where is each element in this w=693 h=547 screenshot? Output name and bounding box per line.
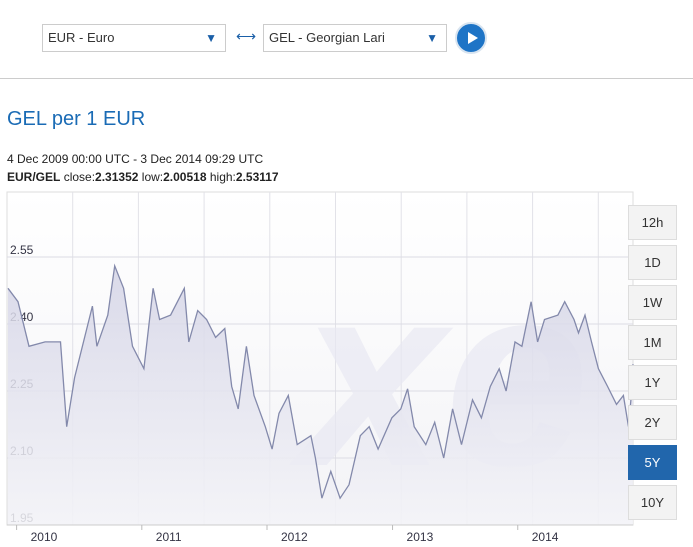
high-value: 2.53117: [235, 170, 279, 184]
page-title: GEL per 1 EUR: [7, 108, 146, 130]
x-tick-label: 2012: [281, 530, 308, 544]
to-currency-select[interactable]: GEL - Georgian Lari ▼: [263, 24, 447, 52]
to-currency-value: GEL - Georgian Lari: [269, 30, 385, 45]
pair-label: EUR/GEL: [7, 170, 61, 184]
low-label: low:: [141, 170, 164, 184]
date-range: 4 Dec 2009 00:00 UTC - 3 Dec 2014 09:29 …: [7, 152, 264, 166]
x-tick-label: 2010: [31, 530, 58, 544]
chevron-down-icon: ▼: [426, 31, 438, 45]
period-button-12h[interactable]: 12h: [628, 205, 677, 240]
from-currency-value: EUR - Euro: [48, 30, 115, 45]
period-button-1y[interactable]: 1Y: [628, 365, 677, 400]
period-button-5y[interactable]: 5Y: [628, 445, 677, 480]
high-label: high:: [209, 170, 236, 184]
left-right-arrow-icon[interactable]: ⟷: [236, 28, 257, 44]
close-value: 2.31352: [95, 170, 139, 184]
x-tick-label: 2013: [407, 530, 434, 544]
period-button-1w[interactable]: 1W: [628, 285, 677, 320]
low-value: 2.00518: [163, 170, 207, 184]
period-button-10y[interactable]: 10Y: [628, 485, 677, 520]
period-button-2y[interactable]: 2Y: [628, 405, 677, 440]
close-label: close:: [63, 170, 96, 184]
from-currency-select[interactable]: EUR - Euro ▼: [42, 24, 226, 52]
divider: [0, 78, 693, 79]
x-tick-label: 2011: [156, 530, 182, 544]
chevron-down-icon: ▼: [205, 31, 217, 45]
period-button-1m[interactable]: 1M: [628, 325, 677, 360]
rate-chart: 2.552.402.252.101.95xe201020112012201320…: [6, 191, 634, 544]
period-button-1d[interactable]: 1D: [628, 245, 677, 280]
y-tick-label: 2.55: [10, 243, 34, 257]
x-tick-label: 2014: [532, 530, 559, 544]
rate-stats: EUR/GEL close:2.31352 low:2.00518 high:2…: [7, 170, 279, 184]
play-icon[interactable]: [455, 22, 487, 54]
series-area: [8, 265, 633, 525]
